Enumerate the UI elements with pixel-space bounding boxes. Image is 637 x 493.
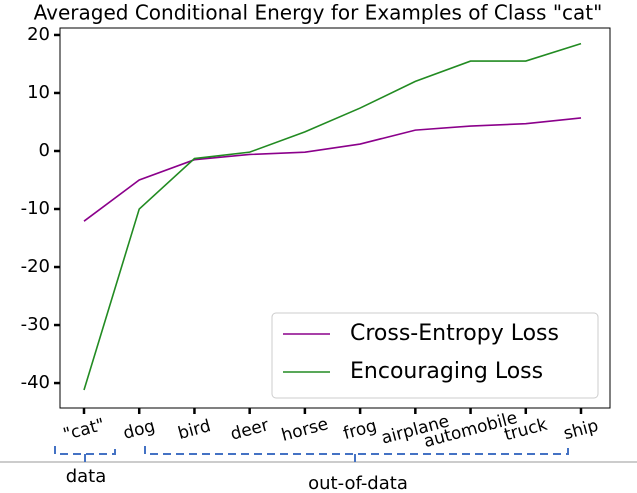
plot-frame <box>59 27 611 409</box>
y-tick-label: 0 <box>39 140 50 161</box>
series-line <box>83 117 582 222</box>
legend-label: Cross-Entropy Loss <box>350 321 559 346</box>
series-line <box>83 42 582 391</box>
y-tick-label: -20 <box>21 256 50 277</box>
out-of-data-bracket <box>144 446 569 466</box>
x-tick-label: dog <box>121 416 157 444</box>
x-tick-label: "cat" <box>61 415 107 445</box>
legend-box <box>271 312 599 399</box>
x-tick-label: bird <box>176 416 213 444</box>
x-tick-label: deer <box>228 415 271 444</box>
legend: Cross-Entropy Loss Encouraging Loss <box>271 312 599 399</box>
chart-title: Averaged Conditional Energy for Examples… <box>34 1 603 25</box>
data-bracket <box>54 446 116 462</box>
y-tick-label: 20 <box>27 24 50 45</box>
x-tick-label: horse <box>279 414 330 446</box>
x-tick-label: frog <box>341 416 379 444</box>
x-tick-label: ship <box>561 416 600 444</box>
legend-label: Encouraging Loss <box>350 359 543 384</box>
y-tick-label: -30 <box>21 314 50 335</box>
y-tick-label: -10 <box>21 198 50 219</box>
y-tick-label: 10 <box>27 82 50 103</box>
y-tick-label: -40 <box>21 372 50 393</box>
annotation: data <box>66 466 107 487</box>
annotation: out-of-data <box>308 473 408 493</box>
